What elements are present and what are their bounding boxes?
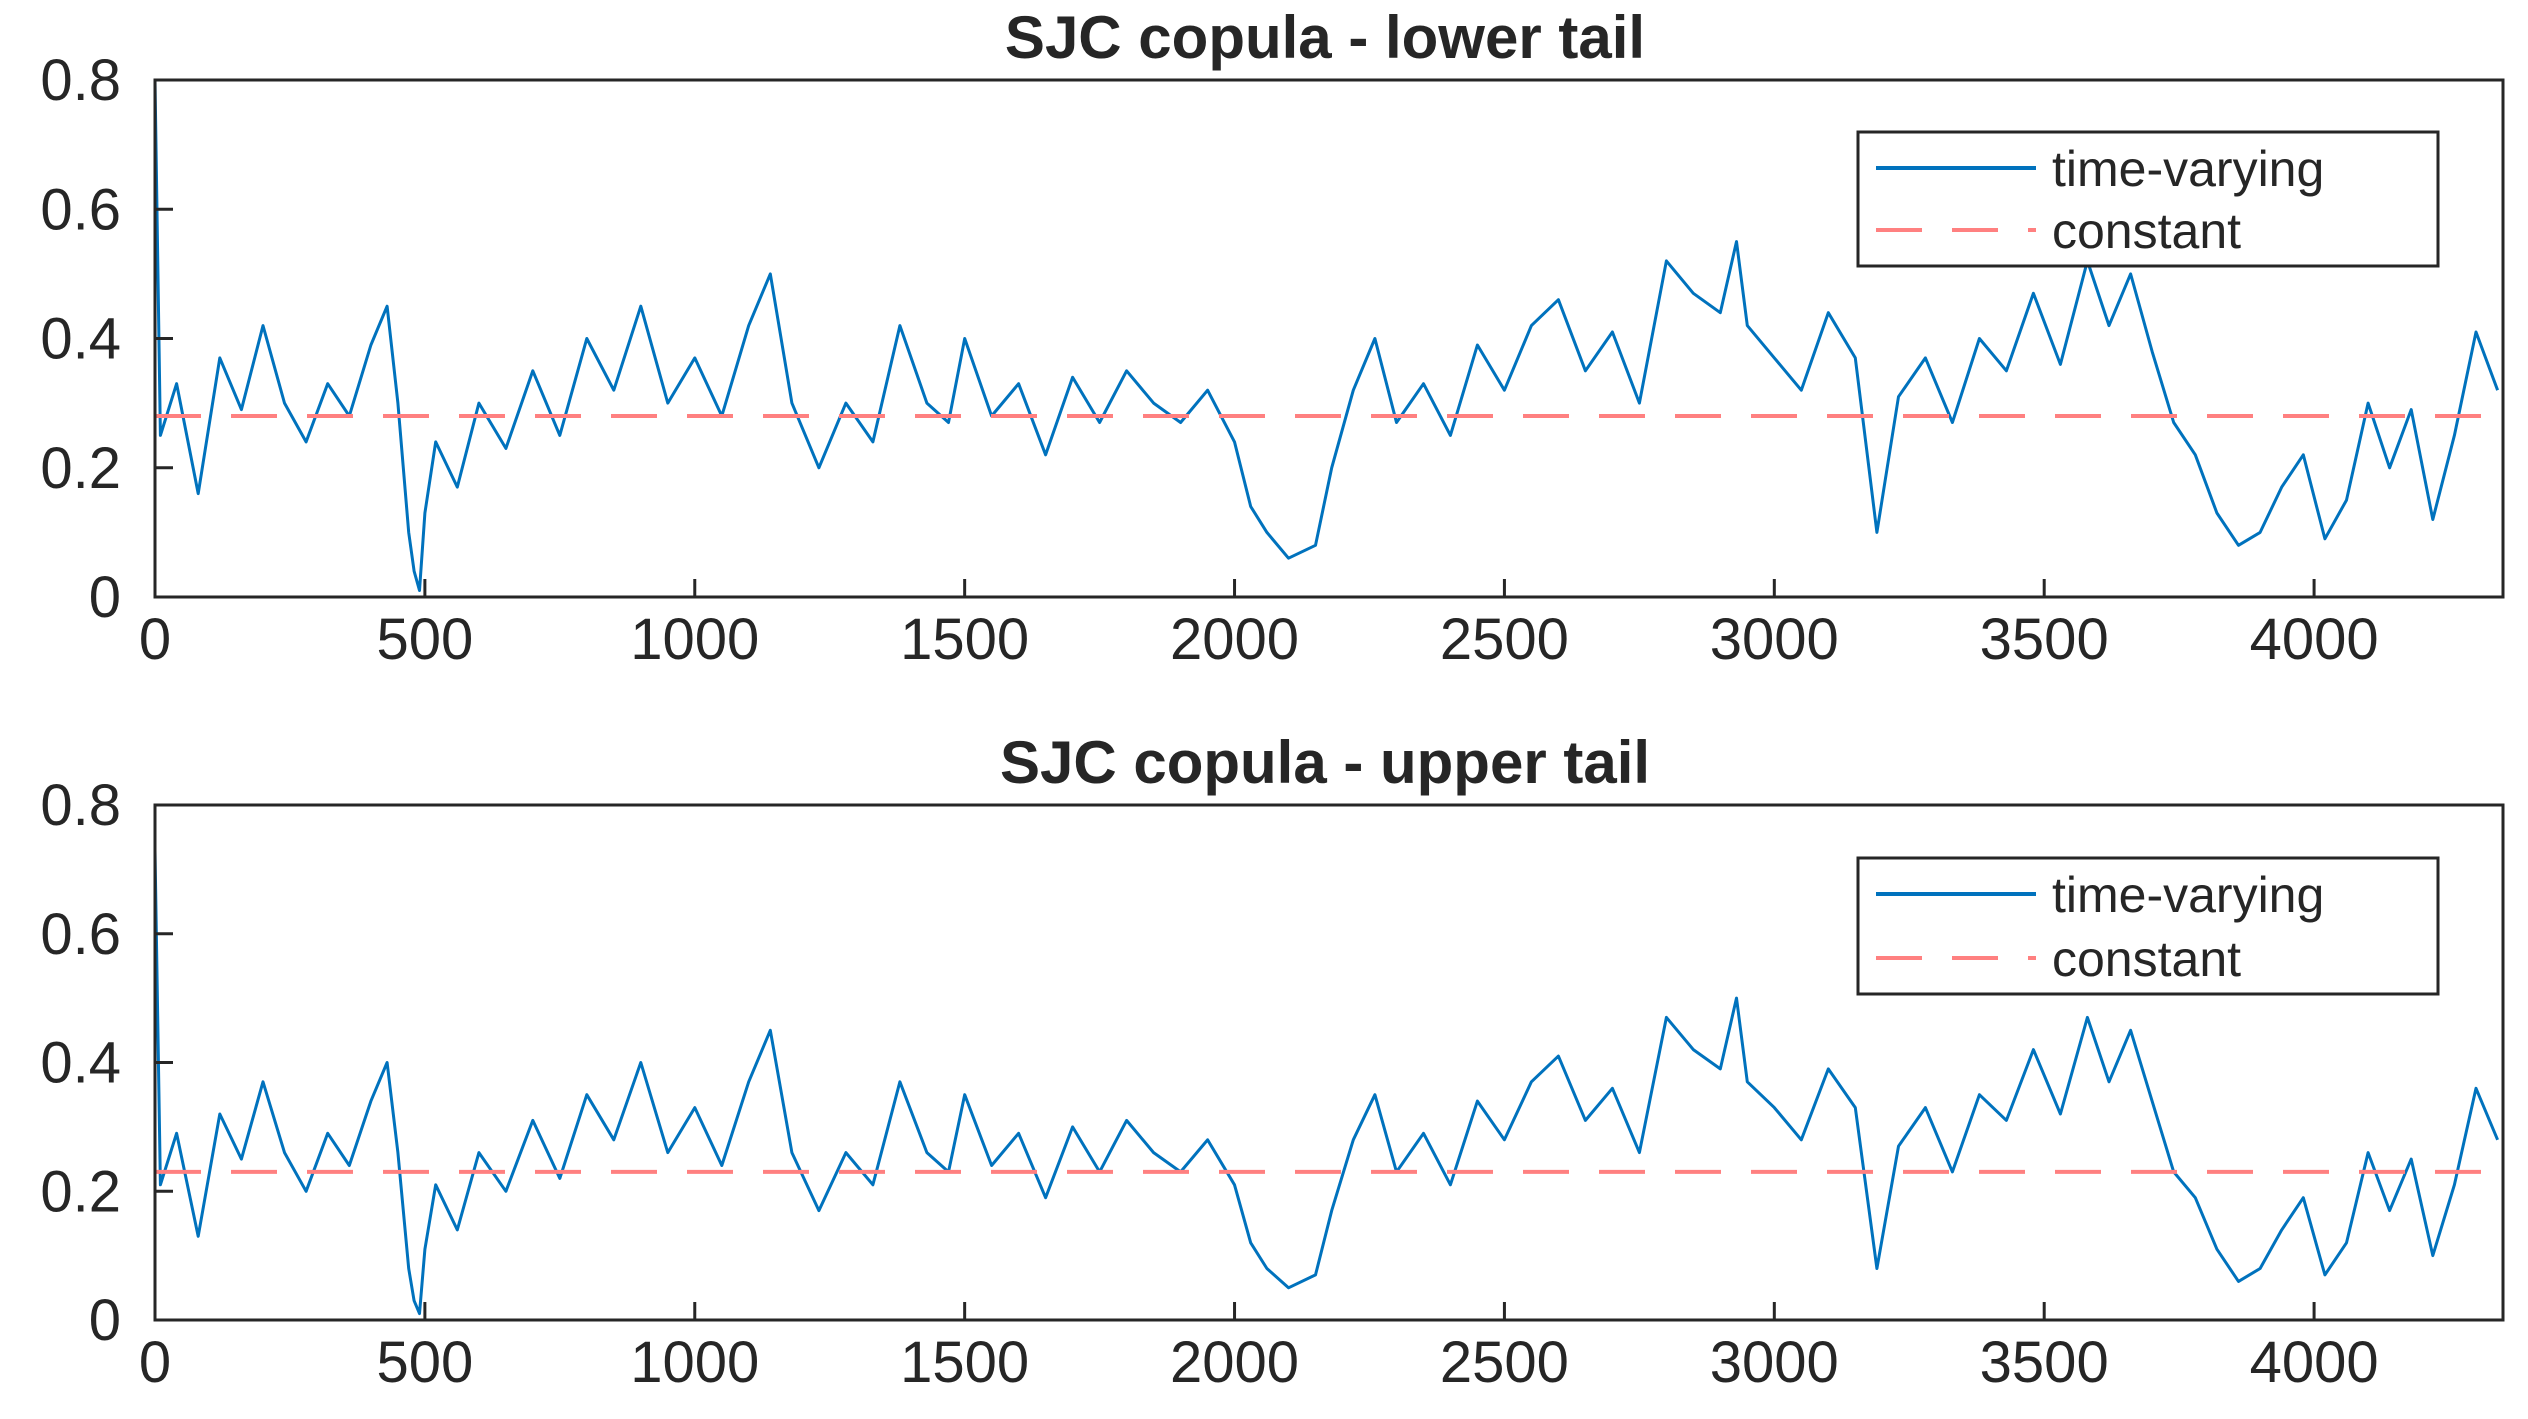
legend-label-constant: constant <box>2052 203 2241 259</box>
x-tick-label: 3000 <box>1710 1330 1839 1395</box>
x-tick-label: 2500 <box>1440 1330 1569 1395</box>
y-tick-label: 0.2 <box>40 436 121 501</box>
ticks-layer: 0 500 1000 1500 2000 2500 3000 3500 4000 0 0.2 0.4 0… <box>40 48 2378 672</box>
x-tick-label: 2500 <box>1440 607 1569 672</box>
legend-label-time-varying: time-varying <box>2052 141 2324 197</box>
y-tick-label: 0.4 <box>40 307 121 372</box>
chart-panel-lower-tail: SJC copula - lower tail 0 500 1000 1500 2000… <box>40 4 2505 672</box>
y-tick-label: 0.4 <box>40 1031 121 1096</box>
y-tick-label: 0 <box>89 565 121 630</box>
x-tick-label: 0 <box>139 1330 171 1395</box>
x-tick-label: 1000 <box>630 1330 759 1395</box>
legend-label-time-varying: time-varying <box>2052 867 2324 923</box>
x-tick-label: 2000 <box>1170 607 1299 672</box>
y-tick-label: 0.2 <box>40 1159 121 1224</box>
series-layer <box>153 850 2503 1316</box>
y-tick-label: 0 <box>89 1288 121 1353</box>
y-tick-label: 0.8 <box>40 773 121 838</box>
series-line-time-varying <box>153 850 2499 1316</box>
x-tick-label: 4000 <box>2250 607 2379 672</box>
x-tick-label: 500 <box>376 1330 473 1395</box>
legend-box <box>1856 856 2440 996</box>
legend: time-varying constant <box>1856 856 2440 996</box>
x-tick-label: 3500 <box>1980 1330 2109 1395</box>
x-tick-label: 0 <box>139 607 171 672</box>
x-tick-label: 500 <box>376 607 473 672</box>
x-tick-label: 4000 <box>2250 1330 2379 1395</box>
y-tick-label: 0.6 <box>40 177 121 242</box>
series-line-time-varying <box>153 79 2500 592</box>
chart-title: SJC copula - upper tail <box>1000 729 1650 796</box>
x-tick-label: 3500 <box>1980 607 2109 672</box>
series-layer <box>153 79 2503 592</box>
legend: time-varying constant <box>1856 130 2440 268</box>
y-tick-label: 0.8 <box>40 48 121 113</box>
legend-box <box>1856 130 2440 268</box>
x-tick-label: 3000 <box>1710 607 1839 672</box>
legend-label-constant: constant <box>2052 931 2241 987</box>
x-tick-label: 1500 <box>900 607 1029 672</box>
x-tick-label: 1000 <box>630 607 759 672</box>
chart-title: SJC copula - lower tail <box>1005 4 1645 71</box>
chart-panel-upper-tail: SJC copula - upper tail 0 500 1000 1500 2000… <box>40 729 2505 1395</box>
y-tick-label: 0.6 <box>40 902 121 967</box>
x-tick-label: 2000 <box>1170 1330 1299 1395</box>
x-tick-label: 1500 <box>900 1330 1029 1395</box>
ticks-layer: 0 500 1000 1500 2000 2500 3000 3500 4000 0 0.2 0.4 0… <box>40 773 2378 1395</box>
